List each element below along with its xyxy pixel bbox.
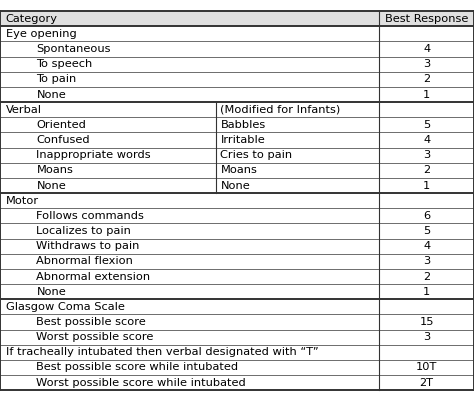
- Text: Best Response: Best Response: [385, 14, 468, 24]
- Text: 4: 4: [423, 241, 430, 251]
- Text: 3: 3: [423, 332, 430, 342]
- Text: 2T: 2T: [419, 377, 434, 388]
- Text: Spontaneous: Spontaneous: [36, 44, 111, 54]
- Text: Inappropriate words: Inappropriate words: [36, 150, 151, 160]
- Text: Oriented: Oriented: [36, 120, 86, 130]
- Text: 3: 3: [423, 59, 430, 69]
- Text: Confused: Confused: [36, 135, 90, 145]
- Text: Localizes to pain: Localizes to pain: [36, 226, 131, 236]
- Bar: [0, 11, 474, 26]
- Text: If tracheally intubated then verbal designated with “T”: If tracheally intubated then verbal desi…: [6, 347, 319, 358]
- Text: Eye opening: Eye opening: [6, 29, 76, 39]
- Text: 5: 5: [423, 120, 430, 130]
- Text: Worst possible score while intubated: Worst possible score while intubated: [36, 377, 246, 388]
- Text: 2: 2: [423, 165, 430, 176]
- Text: Abnormal extension: Abnormal extension: [36, 271, 151, 282]
- Text: 15: 15: [419, 317, 434, 327]
- Text: Withdraws to pain: Withdraws to pain: [36, 241, 140, 251]
- Text: 10T: 10T: [416, 362, 438, 373]
- Text: Best possible score while intubated: Best possible score while intubated: [36, 362, 238, 373]
- Text: Irritable: Irritable: [220, 135, 265, 145]
- Text: Worst possible score: Worst possible score: [36, 332, 154, 342]
- Text: 5: 5: [423, 226, 430, 236]
- Text: None: None: [36, 180, 66, 191]
- Text: None: None: [36, 286, 66, 297]
- Text: Moans: Moans: [220, 165, 257, 176]
- Text: 1: 1: [423, 89, 430, 100]
- Text: (Modified for Infants): (Modified for Infants): [220, 105, 341, 115]
- Text: 4: 4: [423, 44, 430, 54]
- Text: Category: Category: [6, 14, 58, 24]
- Text: None: None: [220, 180, 250, 191]
- Text: To pain: To pain: [36, 74, 77, 85]
- Text: 1: 1: [423, 286, 430, 297]
- Text: 4: 4: [423, 135, 430, 145]
- Text: Glasgow Coma Scale: Glasgow Coma Scale: [6, 302, 125, 312]
- Text: Moans: Moans: [36, 165, 73, 176]
- Text: 2: 2: [423, 271, 430, 282]
- Text: 1: 1: [423, 180, 430, 191]
- Text: To speech: To speech: [36, 59, 93, 69]
- Text: 3: 3: [423, 150, 430, 160]
- Text: Motor: Motor: [6, 196, 39, 206]
- Text: Babbles: Babbles: [220, 120, 265, 130]
- Text: 2: 2: [423, 74, 430, 85]
- Text: Follows commands: Follows commands: [36, 211, 145, 221]
- Text: 6: 6: [423, 211, 430, 221]
- Text: Cries to pain: Cries to pain: [220, 150, 292, 160]
- Text: None: None: [36, 89, 66, 100]
- Text: Verbal: Verbal: [6, 105, 42, 115]
- Text: 3: 3: [423, 256, 430, 267]
- Text: Abnormal flexion: Abnormal flexion: [36, 256, 133, 267]
- Text: Best possible score: Best possible score: [36, 317, 146, 327]
